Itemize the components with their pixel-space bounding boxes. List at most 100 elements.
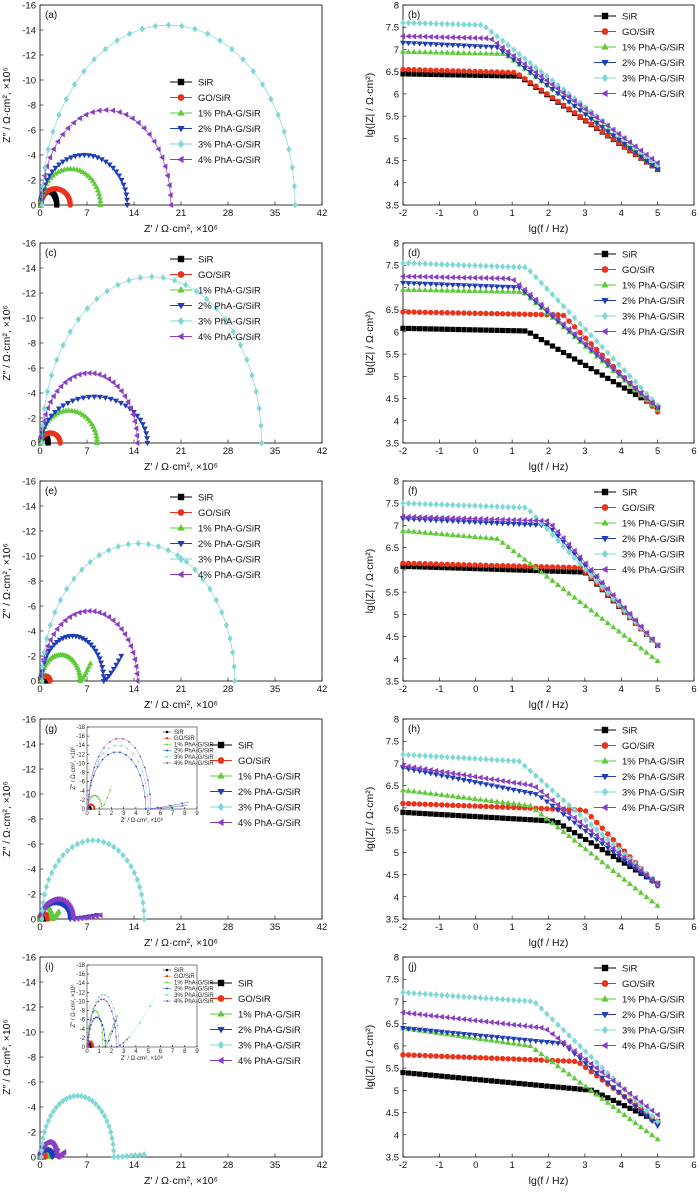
legend-label: GO/SiR	[174, 736, 195, 742]
data-point	[505, 503, 511, 511]
data-point	[588, 121, 594, 127]
data-point	[516, 780, 522, 787]
data-point	[91, 426, 98, 432]
y-tick-label: -6	[28, 840, 36, 851]
data-point	[411, 19, 417, 27]
data-point	[477, 310, 484, 317]
data-point	[522, 816, 528, 823]
data-point	[405, 528, 412, 534]
data-point	[466, 803, 473, 809]
data-point	[522, 311, 528, 317]
data-point	[115, 543, 121, 550]
x-tick-label: 2	[110, 811, 114, 817]
data-point	[532, 522, 539, 528]
data-point	[126, 277, 132, 284]
data-point	[439, 1053, 445, 1059]
legend-marker	[601, 519, 609, 526]
data-point	[472, 755, 478, 763]
data-point	[114, 1035, 117, 1039]
data-point	[105, 1040, 108, 1043]
data-point	[230, 649, 236, 656]
data-point	[117, 1034, 120, 1038]
data-point	[588, 813, 594, 820]
data-point	[102, 159, 109, 165]
data-point	[142, 785, 145, 788]
data-point	[577, 102, 583, 109]
data-point	[533, 63, 539, 71]
data-point	[527, 59, 533, 67]
data-point	[471, 283, 478, 289]
data-point	[78, 915, 84, 922]
data-point	[422, 67, 428, 73]
data-point	[583, 1087, 589, 1093]
data-point	[466, 283, 473, 289]
data-point	[494, 73, 500, 79]
data-point	[205, 30, 211, 38]
legend-entry-sir: SiR	[594, 250, 637, 261]
data-point	[417, 1071, 423, 1077]
data-point	[532, 1046, 539, 1053]
data-point	[449, 34, 455, 41]
data-point	[472, 72, 478, 78]
data-point	[433, 514, 439, 521]
legend-label: 3% PhA-G/SiR	[198, 555, 261, 566]
data-point	[632, 1096, 639, 1104]
data-point	[89, 109, 95, 116]
legend-label: 4% PhA-G/SiR	[174, 761, 214, 767]
data-point	[46, 154, 53, 161]
data-point	[50, 146, 56, 153]
data-point	[56, 162, 63, 168]
data-point	[400, 1026, 406, 1032]
data-point	[427, 309, 434, 316]
data-point	[577, 113, 583, 120]
data-point	[128, 1152, 134, 1160]
data-point	[57, 440, 63, 446]
data-point	[466, 533, 473, 539]
data-point	[632, 640, 639, 647]
data-point	[533, 83, 539, 90]
data-point	[494, 50, 501, 56]
data-point	[422, 71, 428, 77]
legend-marker	[165, 749, 169, 752]
data-point	[71, 1092, 77, 1100]
data-point	[511, 73, 517, 79]
data-point	[405, 560, 412, 567]
data-point	[588, 345, 594, 352]
x-tick-label: 2	[546, 684, 551, 695]
y-tick-label: -16	[22, 1, 36, 12]
data-point	[538, 1024, 544, 1031]
data-point	[422, 500, 428, 508]
data-point	[128, 1035, 131, 1039]
data-point	[400, 19, 406, 27]
data-point	[39, 439, 45, 447]
y-tick-label: -8	[28, 1053, 36, 1064]
y-tick-label: 0	[31, 915, 36, 926]
data-point	[103, 1040, 107, 1043]
data-point	[510, 1036, 517, 1042]
data-point	[477, 1055, 484, 1061]
panel-tag: (i)	[45, 962, 54, 973]
legend-marker	[165, 968, 169, 972]
data-point	[450, 501, 456, 509]
data-point	[500, 73, 506, 79]
data-point	[405, 751, 412, 759]
data-point	[113, 1026, 116, 1029]
data-point	[41, 1128, 48, 1136]
data-point	[85, 914, 91, 921]
data-point	[149, 273, 155, 281]
data-point	[450, 310, 456, 316]
data-point	[494, 798, 501, 804]
x-tick-label: 14	[129, 1160, 140, 1171]
data-point	[637, 1099, 644, 1106]
data-point	[108, 1128, 114, 1136]
data-point	[577, 841, 584, 847]
data-point	[405, 48, 412, 54]
data-point	[109, 107, 115, 114]
data-point	[593, 1091, 600, 1097]
data-point	[433, 753, 439, 760]
data-point	[63, 95, 69, 103]
data-point	[60, 403, 67, 409]
data-point	[76, 371, 82, 378]
data-point	[615, 1090, 622, 1096]
data-point	[538, 87, 545, 93]
